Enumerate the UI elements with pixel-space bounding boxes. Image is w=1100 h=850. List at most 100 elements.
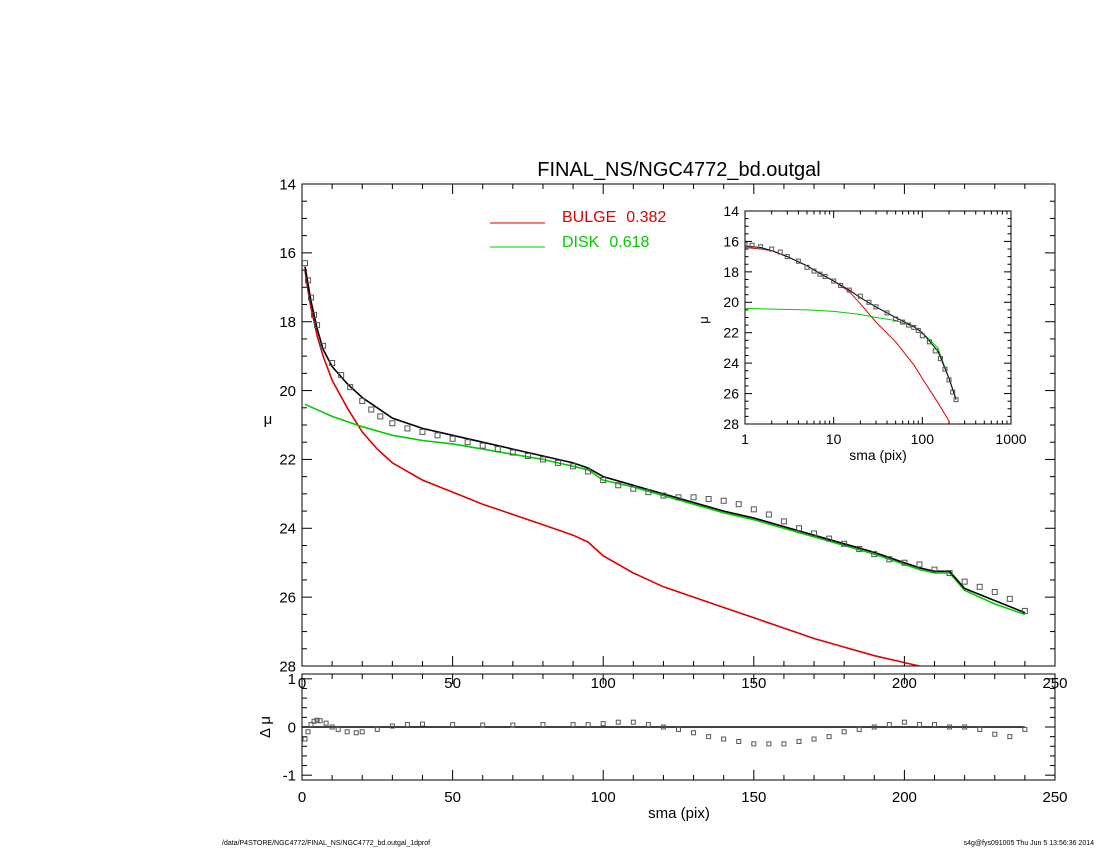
data-point [946,377,952,383]
data-point [950,389,956,395]
residual-point [826,734,832,740]
data-point [838,283,844,289]
x-tick-label: 100 [911,431,935,447]
residual-point [721,736,727,742]
residual-point [302,736,308,742]
y-tick-label: 14 [279,176,296,193]
data-point [630,485,637,492]
data-point [826,535,833,542]
y-tick-label: 18 [279,314,296,331]
x-tick-label: 10 [826,431,842,447]
residual-ylabel: Δ μ [257,716,274,738]
residual-point [856,726,862,732]
data-point [389,420,396,427]
data-point [886,556,893,563]
data-point [1021,607,1028,614]
data-point [368,406,375,413]
residual-point [540,722,546,728]
data-point [305,277,312,284]
y-tick-label: -1 [283,767,296,784]
residual-point [886,722,892,728]
y-tick-label: 22 [723,325,739,341]
y-tick-label: 24 [279,521,296,538]
data-point [585,468,592,475]
y-tick-label: 24 [723,355,739,371]
y-tick-label: 20 [279,383,296,400]
residual-point [811,736,817,742]
data-point [795,258,801,264]
data-point [302,260,309,267]
residual-point [841,729,847,735]
residual-point [947,724,953,730]
residual-point [630,719,636,725]
residual-point [796,738,802,744]
data-point [735,501,742,508]
data-point [749,242,755,248]
data-point [831,278,837,284]
y-tick-label: 26 [279,589,296,606]
residual-ticks: 0 50 100 150 200 250-101 [283,671,1068,806]
data-point [873,304,879,310]
main-ylabel: μ [264,411,273,428]
model-line [745,245,957,400]
residual-point [736,738,742,744]
residual-point [480,722,486,728]
residual-point [353,730,359,736]
residual-point [389,723,395,729]
data-point [434,432,441,439]
residual-point [585,722,591,728]
residual-point [305,729,311,735]
data-point [524,452,531,459]
data-point [404,425,411,432]
inset-ylabel: μ [696,316,711,324]
legend-disk-name: DISK [562,234,600,251]
legend-disk-label: DISK 0.618 [562,234,649,251]
residual-point [311,718,317,724]
x-tick-label: 100 [591,789,616,806]
bulge-line [745,247,950,422]
data-point [320,342,327,349]
residual-point [691,730,697,736]
data-point [911,324,917,330]
y-tick-label: 20 [723,294,739,310]
data-point [804,264,810,270]
residual-point [419,721,425,727]
data-point [841,540,848,547]
data-point [615,482,622,489]
residual-point [329,724,335,730]
y-tick-label: 1 [288,671,296,688]
data-point [893,316,899,322]
data-point [338,372,345,379]
data-point [795,525,802,532]
residual-point [706,734,712,740]
data-point [856,545,863,552]
data-point [784,254,790,260]
data-point [817,271,823,277]
data-point [308,294,315,301]
data-point [846,287,852,293]
main-series [302,260,1028,666]
residual-point [510,722,516,728]
residual-point [781,741,787,747]
residual-point [317,718,323,724]
residual-point [751,741,757,747]
footer-stamp: s4g@fys091005 Thu Jun 5 13:56:36 2014 [963,840,1094,847]
residual-xlabel: sma (pix) [648,805,710,822]
bulge-line [304,269,920,666]
data-point [946,570,953,577]
data-point [675,494,682,501]
legend: BULGE 0.382 DISK 0.618 [490,209,666,251]
data-point [884,310,890,316]
data-point [915,327,921,333]
data-point [509,449,516,456]
model-line [304,266,1026,614]
data-point [314,322,321,329]
data-point [765,511,772,518]
residual-point [916,722,922,728]
y-tick-label: 0 [288,719,296,736]
data-point [926,339,932,345]
data-point [377,413,384,420]
residual-point [871,724,877,730]
residual-point [615,719,621,725]
